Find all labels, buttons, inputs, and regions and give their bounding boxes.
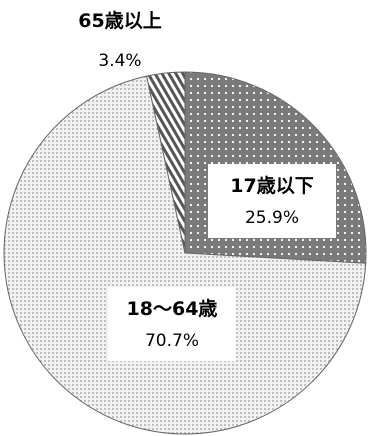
slice-label-65-plus: 65歳以上 [78, 10, 161, 32]
slice-18-64 [3, 75, 367, 435]
label-box-under-17 [208, 164, 336, 238]
slice-value-under-17: 25.9% [245, 208, 299, 228]
label-box-18-64 [108, 287, 236, 361]
slice-value-65-plus: 3.4% [98, 51, 141, 71]
slice-65-plus [146, 71, 186, 254]
slice-label-under-17: 17歳以下 [230, 175, 313, 197]
slice-label-18-64: 18〜64歳 [127, 298, 218, 320]
pie-slices [3, 71, 367, 435]
slice-value-18-64: 70.7% [145, 331, 199, 351]
